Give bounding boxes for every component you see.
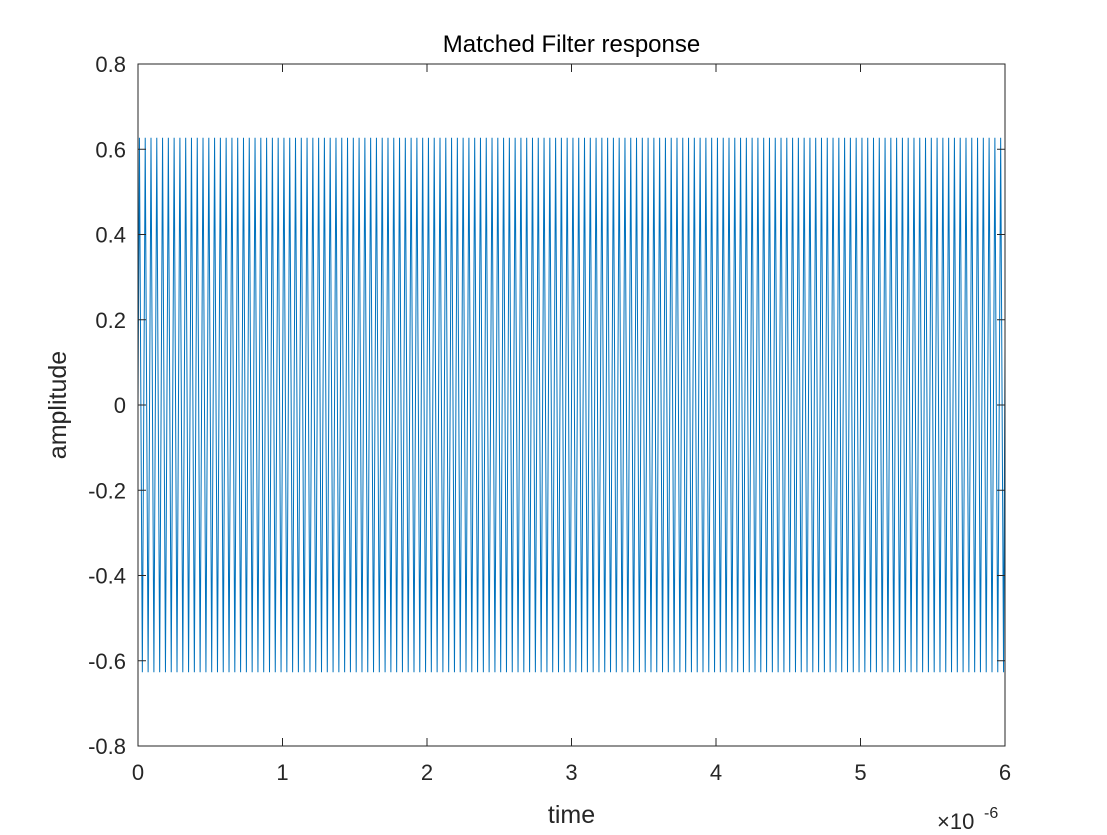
x-tick-label: 1 xyxy=(276,760,288,785)
x-axis-exponent: ×10 -6 xyxy=(937,805,998,834)
y-tick-label: 0.4 xyxy=(95,223,126,248)
x-ticks: 0 1 2 3 4 5 6 xyxy=(132,64,1011,785)
y-tick-label: -0.4 xyxy=(88,564,126,589)
y-tick-label: 0.2 xyxy=(95,308,126,333)
x-tick-label: 5 xyxy=(854,760,866,785)
x-tick-label: 6 xyxy=(999,760,1011,785)
y-tick-label: 0.6 xyxy=(95,137,126,162)
x-axis-exponent-base: ×10 xyxy=(937,809,974,834)
chart-title: Matched Filter response xyxy=(443,31,700,58)
x-tick-label: 4 xyxy=(710,760,722,785)
x-axis-label: time xyxy=(548,801,595,829)
y-axis-label: amplitude xyxy=(44,351,72,459)
y-tick-label: 0 xyxy=(114,393,126,418)
y-tick-label: -0.6 xyxy=(88,649,126,674)
x-tick-label: 2 xyxy=(421,760,433,785)
y-ticks: -0.8 -0.6 -0.4 -0.2 0 0.2 0.4 0.6 0.8 xyxy=(88,52,1005,759)
y-tick-label: 0.8 xyxy=(95,52,126,77)
plot-area xyxy=(137,137,1006,673)
x-axis-exponent-power: -6 xyxy=(984,805,998,822)
y-tick-label: -0.8 xyxy=(88,734,126,759)
series-line-0 xyxy=(137,137,1006,673)
x-tick-label: 3 xyxy=(565,760,577,785)
y-tick-label: -0.2 xyxy=(88,478,126,503)
x-tick-label: 0 xyxy=(132,760,144,785)
